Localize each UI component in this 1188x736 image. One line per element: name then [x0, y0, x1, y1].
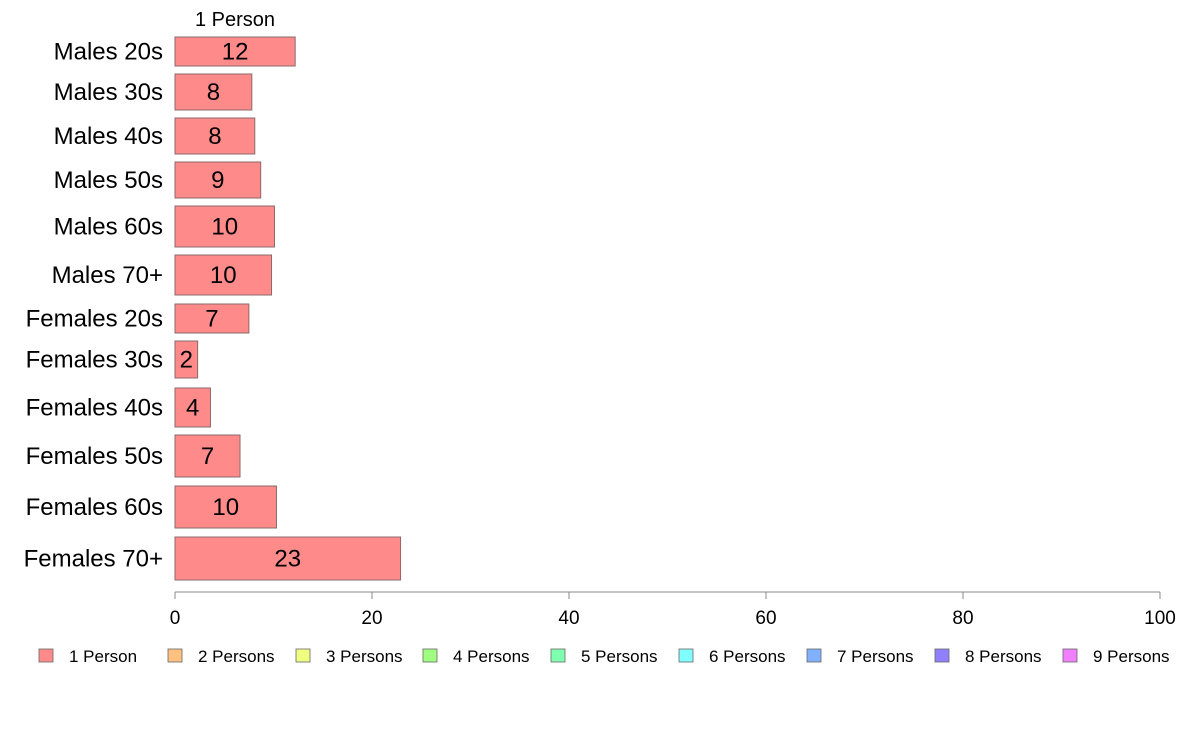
bar-value-label: 10 — [212, 494, 239, 521]
legend-label: 6 Persons — [709, 647, 786, 666]
x-axis: 0 20 40 60 80 100 — [170, 591, 1176, 629]
legend-swatch — [1062, 648, 1078, 663]
category-label: Females 70+ — [24, 546, 163, 573]
column-header: 1 Person — [195, 9, 275, 31]
bar — [174, 117, 256, 155]
category-label: Males 20s — [54, 39, 163, 66]
legend-label: 3 Persons — [326, 647, 403, 666]
legend-swatch — [167, 648, 183, 663]
bar-value-label: 7 — [201, 443, 214, 470]
bar-value-label: 10 — [211, 214, 238, 241]
x-tick-label: 60 — [755, 608, 776, 629]
bar — [174, 254, 273, 296]
category-label: Males 40s — [54, 123, 163, 150]
legend-label: 5 Persons — [581, 647, 658, 666]
bar — [174, 36, 296, 67]
column-header-label: 1 Person — [195, 9, 275, 31]
legend-item: 9 Persons — [1062, 647, 1170, 666]
legend-item: 7 Persons — [806, 647, 914, 666]
bar-value-label: 7 — [205, 306, 218, 333]
bar — [174, 387, 211, 428]
legend-swatch — [806, 648, 822, 663]
x-tick-label: 20 — [361, 608, 382, 629]
bar — [174, 205, 275, 248]
x-tick-label: 0 — [170, 608, 181, 629]
bars — [174, 36, 402, 581]
category-label: Females 20s — [26, 306, 163, 333]
legend-swatch — [295, 648, 311, 663]
category-label: Females 60s — [26, 494, 163, 521]
category-label: Males 50s — [54, 167, 163, 194]
legend: 1 Person 2 Persons 3 Persons 4 Persons 5 Per… — [38, 647, 1170, 666]
legend-label: 1 Person — [69, 647, 137, 666]
x-tick-label: 80 — [952, 608, 973, 629]
bar-value-label: 9 — [211, 167, 224, 194]
bar-value-label: 8 — [207, 79, 220, 106]
bar — [174, 536, 402, 581]
legend-item: 6 Persons — [678, 647, 786, 666]
category-label: Females 40s — [26, 395, 163, 422]
legend-swatch — [934, 648, 950, 663]
bar-value-label: 8 — [208, 123, 221, 150]
legend-item: 8 Persons — [934, 647, 1042, 666]
legend-swatch — [422, 648, 438, 663]
bar — [174, 485, 277, 529]
bar-value-label: 12 — [222, 39, 249, 66]
legend-label: 9 Persons — [1093, 647, 1170, 666]
legend-label: 4 Persons — [453, 647, 530, 666]
category-label: Females 50s — [26, 443, 163, 470]
legend-label: 2 Persons — [198, 647, 275, 666]
category-label: Females 30s — [26, 347, 163, 374]
x-tick-label: 100 — [1144, 608, 1176, 629]
legend-label: 8 Persons — [965, 647, 1042, 666]
bar — [174, 161, 262, 199]
legend-item: 5 Persons — [550, 647, 658, 666]
legend-item: 4 Persons — [422, 647, 530, 666]
bar — [174, 340, 199, 379]
bar — [174, 73, 253, 111]
bar-value-label: 10 — [210, 262, 237, 289]
category-label: Males 60s — [54, 214, 163, 241]
bar-value-label: 4 — [186, 395, 199, 422]
category-labels: Males 20s Males 30s Males 40s Males 50s Male… — [24, 39, 163, 573]
bar-value-label: 2 — [180, 347, 193, 374]
bar-value-label: 23 — [274, 546, 301, 573]
legend-label: 7 Persons — [837, 647, 914, 666]
category-label: Males 70+ — [52, 262, 163, 289]
legend-item: 3 Persons — [295, 647, 403, 666]
bar — [174, 434, 241, 478]
legend-swatch — [38, 648, 54, 663]
category-label: Males 30s — [54, 79, 163, 106]
legend-swatch — [678, 648, 694, 663]
legend-swatch — [550, 648, 566, 663]
legend-item: 2 Persons — [167, 647, 275, 666]
x-tick-label: 40 — [558, 608, 579, 629]
bar — [174, 303, 250, 334]
legend-item: 1 Person — [38, 647, 137, 666]
